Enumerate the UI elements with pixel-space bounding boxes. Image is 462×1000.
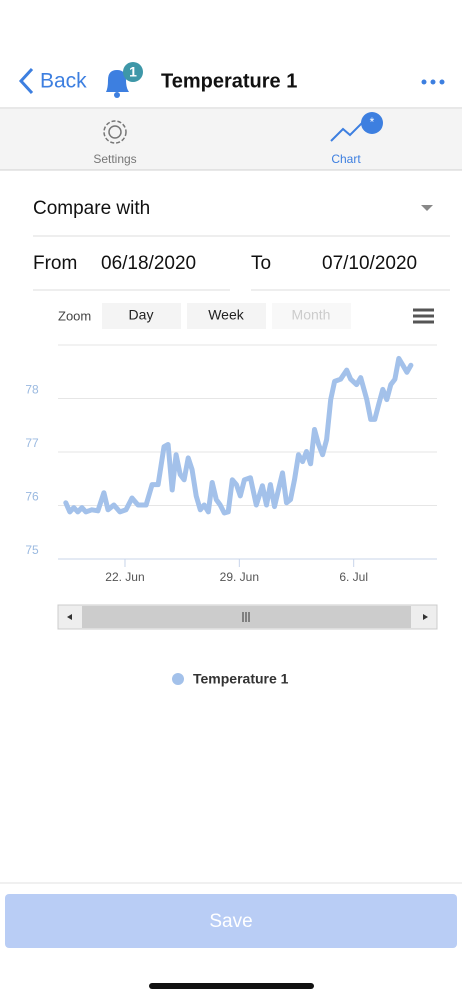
legend-label: Temperature 1	[193, 671, 289, 687]
x-tick-label: 29. Jun	[220, 570, 259, 584]
tab-label: Settings	[93, 152, 136, 166]
y-tick-label: 77	[25, 436, 39, 450]
tab-label: Chart	[331, 152, 361, 166]
from-label: From	[33, 253, 77, 274]
tab-badge	[361, 112, 383, 134]
dot	[439, 79, 445, 85]
zoom-label: Zoom	[58, 308, 91, 323]
x-tick-label: 22. Jun	[105, 570, 144, 584]
scrollbar-grip	[242, 612, 250, 622]
x-tick-label: 6. Jul	[339, 570, 368, 584]
settings-tab[interactable]: Settings	[93, 120, 137, 166]
bell-icon[interactable]	[106, 70, 129, 92]
legend-marker	[172, 673, 184, 685]
scroll-right[interactable]	[423, 614, 428, 620]
zoom-button[interactable]	[102, 303, 181, 329]
home-indicator	[149, 983, 314, 989]
tab-bar	[0, 109, 462, 170]
back-button[interactable]: Back	[40, 70, 87, 93]
save-button[interactable]	[5, 894, 457, 948]
zoom-button-label[interactable]: Week	[208, 307, 245, 323]
chart: 75 76 77 78 22. Jun 29. Jun 6. Jul Temperature …	[25, 355, 437, 687]
badge	[123, 62, 143, 82]
from-date[interactable]: 06/18/2020	[101, 253, 196, 274]
chart-icon	[330, 120, 365, 142]
series-line	[63, 355, 414, 516]
more-menu[interactable]	[421, 79, 445, 85]
y-tick-label: 75	[25, 543, 39, 557]
dot	[421, 79, 427, 85]
compare-dropdown[interactable]: Compare with	[33, 198, 150, 219]
to-label: To	[251, 253, 271, 274]
zoom-button[interactable]	[187, 303, 266, 329]
zoom-button-label[interactable]: Day	[129, 307, 154, 323]
chart-tab[interactable]: * Chart	[330, 112, 383, 166]
y-tick-label: 76	[25, 490, 39, 504]
chart-menu[interactable]	[413, 308, 434, 324]
gear-icon	[103, 120, 127, 144]
dropdown-arrow[interactable]	[421, 205, 433, 211]
dot	[430, 79, 436, 85]
back-icon[interactable]	[18, 67, 34, 95]
tab-badge-text: *	[370, 115, 375, 129]
zoom-button[interactable]	[272, 303, 351, 329]
page-title: Temperature 1	[161, 70, 297, 92]
badge-count: 1	[129, 64, 137, 80]
scroll-left[interactable]	[67, 614, 72, 620]
to-date[interactable]: 07/10/2020	[322, 253, 417, 274]
zoom-button-label[interactable]: Month	[292, 307, 331, 323]
y-tick-label: 78	[25, 383, 39, 397]
bell-clapper	[114, 92, 120, 98]
save-label[interactable]: Save	[209, 911, 252, 932]
gear-center	[108, 125, 122, 139]
